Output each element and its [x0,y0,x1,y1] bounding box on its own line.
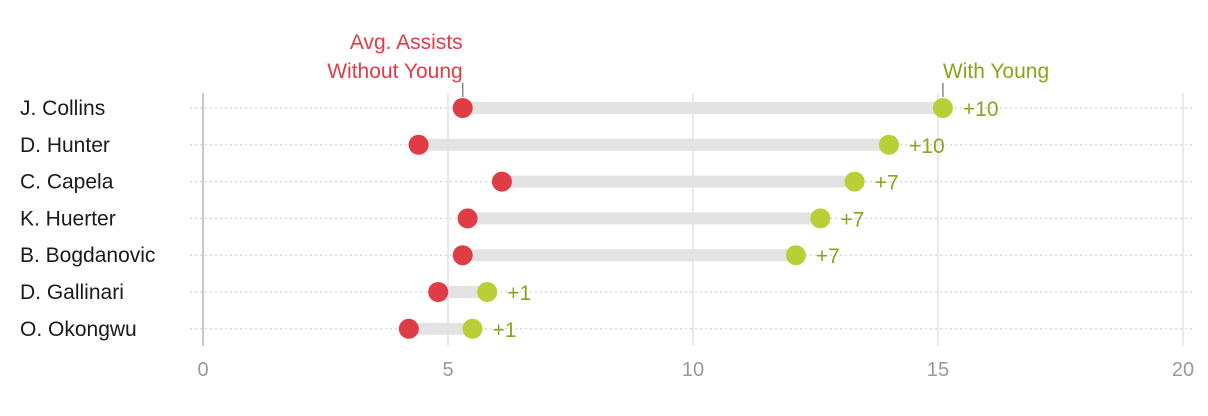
rows-layer: J. Collins +10 D. Hunter +10 C. Capela +7 K. H… [20,97,999,342]
difference-label: +1 [507,282,531,305]
difference-label: +10 [963,98,999,121]
difference-label: +7 [840,208,864,231]
player-label: B. Bogdanovic [20,244,155,267]
player-label: D. Hunter [20,134,110,157]
point-without-young [428,282,449,302]
difference-label: +7 [875,172,899,195]
player-label: J. Collins [20,97,105,120]
series-annotation-without-young: Avg. Assists [350,31,463,54]
point-with-young [462,318,483,339]
x-tick-label: 20 [1172,359,1194,381]
point-with-young [844,171,865,192]
x-tick-label: 15 [927,359,949,381]
point-without-young [457,208,478,229]
x-tick-label: 5 [442,359,453,381]
annotation-layer: Avg. Assists Without Young With Young [327,31,1049,97]
player-label: K. Huerter [20,207,116,230]
difference-label: +7 [816,245,840,268]
difference-label: +10 [909,135,945,158]
point-without-young [491,171,512,192]
player-label: O. Okongwu [20,318,137,341]
x-tick-label: 0 [197,359,208,381]
difference-label: +1 [493,319,517,342]
player-label: C. Capela [20,171,114,194]
point-without-young [408,134,429,155]
point-without-young [452,98,473,118]
series-annotation-without-young: Without Young [327,60,462,83]
point-with-young [879,134,899,155]
point-with-young [810,208,831,229]
series-annotation-with-young: With Young [943,60,1049,83]
point-with-young [932,98,953,118]
x-tick-label: 10 [682,359,704,381]
point-with-young [477,282,498,302]
point-without-young [398,318,419,339]
x-axis-ticks: 0 5 10 15 20 [197,359,1194,381]
point-without-young [452,245,473,266]
player-label: D. Gallinari [20,281,124,304]
point-with-young [785,245,806,266]
